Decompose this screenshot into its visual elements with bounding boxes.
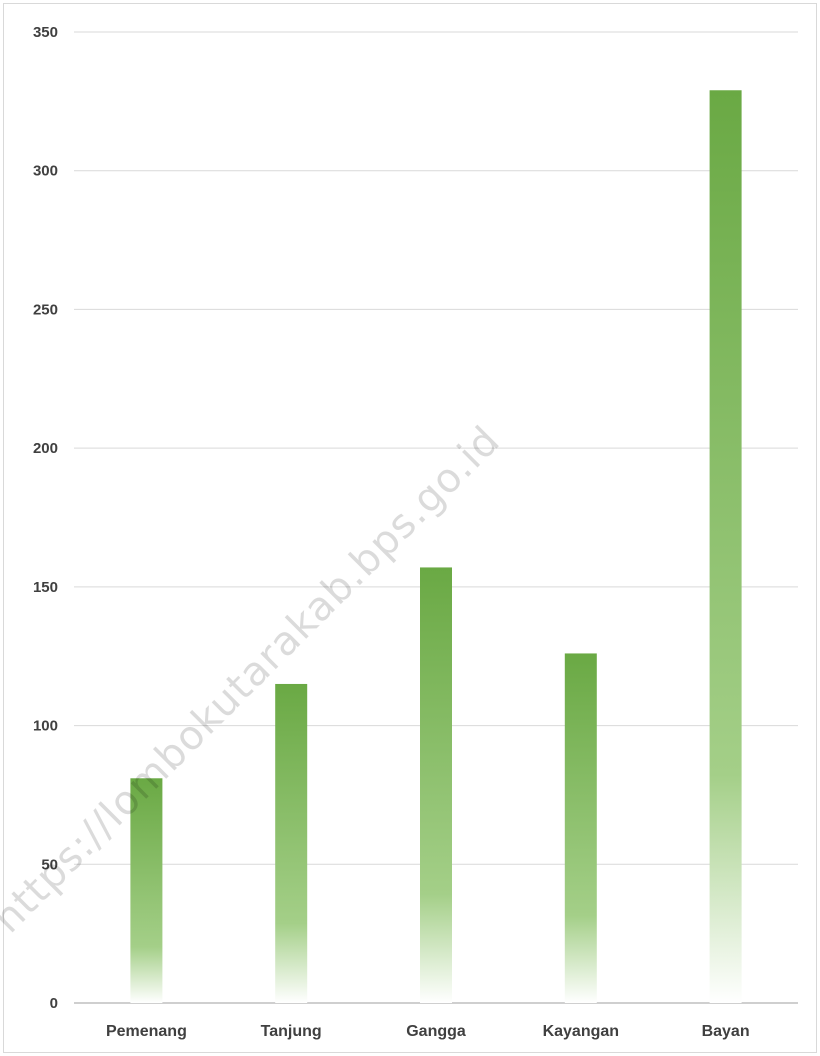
x-axis-category-labels: Pemenang Tanjung Gangga Kayangan Bayan	[106, 1023, 750, 1040]
bar-bayan	[709, 90, 742, 1003]
y-tick-label: 200	[33, 440, 58, 457]
x-category-label: Kayangan	[543, 1023, 619, 1040]
bars	[130, 90, 742, 1003]
y-tick-label: 0	[50, 995, 58, 1012]
y-tick-label: 100	[33, 718, 58, 735]
bar-pemenang	[130, 778, 163, 1003]
bar-gangga	[420, 567, 452, 1003]
y-tick-label: 250	[33, 301, 58, 318]
y-tick-label: 300	[33, 163, 58, 180]
y-tick-label: 50	[41, 856, 58, 873]
x-category-label: Tanjung	[261, 1023, 322, 1040]
x-category-label: Pemenang	[106, 1023, 187, 1040]
gridlines	[74, 31, 798, 1004]
x-category-label: Gangga	[406, 1023, 466, 1040]
y-tick-label: 350	[33, 24, 58, 41]
bar-kayangan	[564, 653, 597, 1003]
x-category-label: Bayan	[702, 1023, 750, 1040]
bar-tanjung	[275, 683, 308, 1003]
y-tick-label: 150	[33, 579, 58, 596]
y-axis-tick-labels: 0 50 100 150 200 250 300 350	[33, 24, 58, 1012]
